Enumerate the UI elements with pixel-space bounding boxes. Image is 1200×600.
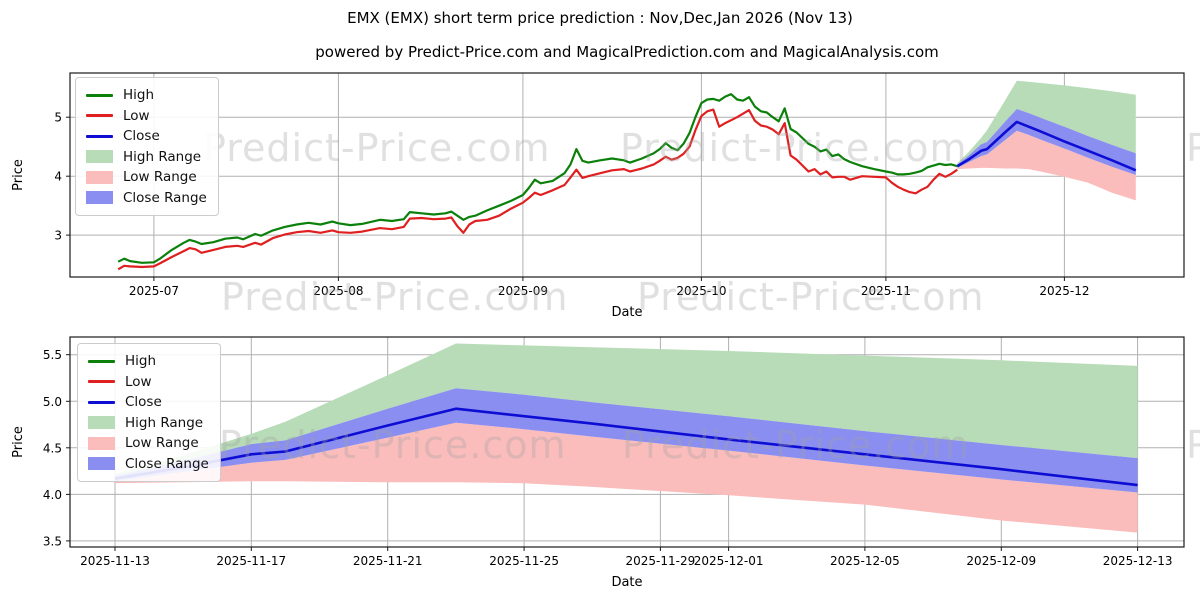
x-tick-label: 2025-09 <box>498 284 548 298</box>
legend-item-high: High <box>86 85 207 106</box>
y-tick-label: 3.5 <box>43 534 62 548</box>
y-tick-label: 3 <box>54 229 62 243</box>
legend-item-low-range: Low Range <box>88 433 209 454</box>
x-tick-label: 2025-08 <box>313 284 363 298</box>
legend-label: High <box>125 353 157 370</box>
low-range-band <box>115 422 1138 533</box>
x-axis-label: Date <box>611 305 642 320</box>
low-line <box>117 108 958 271</box>
legend-patch-swatch <box>88 416 115 430</box>
legend-label: Close <box>123 128 160 145</box>
x-tick-label: 2025-11-29 <box>626 554 696 568</box>
y-tick-label: 4.5 <box>43 441 62 455</box>
close-range-band <box>957 109 1136 175</box>
y-tick-label: 5 <box>54 111 62 125</box>
close-range-band <box>115 388 1138 493</box>
legend-patch-swatch <box>88 457 115 471</box>
y-tick-label: 4.0 <box>43 488 62 502</box>
legend-line-swatch <box>86 114 113 118</box>
chart-subtitle: powered by Predict-Price.com and Magical… <box>315 43 939 61</box>
close-line <box>956 120 1137 172</box>
x-tick-label: 2025-11 <box>861 284 911 298</box>
legend-item-close-range: Close Range <box>88 454 209 475</box>
legend-label: High <box>123 87 155 104</box>
x-tick-label: 2025-12 <box>1039 284 1089 298</box>
x-tick-label: 2025-11-21 <box>353 554 423 568</box>
legend-item-low: Low <box>88 372 209 393</box>
y-tick-label: 5.0 <box>43 395 62 409</box>
close-line <box>114 407 1138 487</box>
legend-label: Low Range <box>123 169 197 186</box>
x-tick-label: 2025-11-25 <box>489 554 559 568</box>
legend-item-close: Close <box>88 392 209 413</box>
page-title: EMX (EMX) short term price prediction : … <box>347 9 853 27</box>
legend-item-close-range: Close Range <box>86 188 207 209</box>
y-tick-label: 4 <box>54 170 62 184</box>
legend-label: Low Range <box>125 435 199 452</box>
x-tick-label: 2025-12-01 <box>694 554 764 568</box>
legend-patch-swatch <box>86 191 113 205</box>
high-range-band <box>115 343 1138 476</box>
y-tick-label: 5.5 <box>43 348 62 362</box>
legend-bottom: High Low Close High Range Low Range Close Ran… <box>77 343 221 482</box>
y-axis-label: Price <box>11 426 26 458</box>
price-history-chart: 2025-07 2025-08 2025-09 2025-10 2025-11 2025-… <box>11 72 1185 320</box>
legend-item-high-range: High Range <box>88 413 209 434</box>
price-forecast-chart: 2025-11-13 2025-11-17 2025-11-21 2025-11-25… <box>11 336 1185 590</box>
x-tick-label: 2025-07 <box>129 284 179 298</box>
x-tick-label: 2025-12-13 <box>1103 554 1173 568</box>
legend-patch-swatch <box>86 150 113 164</box>
high-line <box>117 93 958 264</box>
legend-line-swatch <box>88 359 115 363</box>
legend-label: Close <box>125 394 162 411</box>
legend-item-low-range: Low Range <box>86 167 207 188</box>
legend-line-swatch <box>88 380 115 384</box>
y-axis-label: Price <box>11 159 26 191</box>
plot-border <box>69 72 1185 278</box>
high-range-band <box>957 80 1136 165</box>
legend-item-low: Low <box>86 106 207 127</box>
legend-line-swatch <box>88 400 115 404</box>
low-range-band <box>957 130 1136 201</box>
legend-patch-swatch <box>86 170 113 184</box>
legend-top: High Low Close High Range Low Range Close Ran… <box>75 77 219 216</box>
x-tick-label: 2025-11-17 <box>216 554 286 568</box>
x-tick-label: 2025-12-05 <box>830 554 900 568</box>
legend-label: Close Range <box>123 189 207 206</box>
legend-item-high-range: High Range <box>86 147 207 168</box>
legend-line-swatch <box>86 93 113 97</box>
legend-label: Low <box>123 107 150 124</box>
legend-label: Close Range <box>125 455 209 472</box>
x-tick-label: 2025-10 <box>676 284 726 298</box>
plot-border <box>69 336 1185 548</box>
x-tick-label: 2025-11-13 <box>80 554 150 568</box>
legend-item-high: High <box>88 351 209 372</box>
legend-label: High Range <box>123 148 202 165</box>
legend-item-close: Close <box>86 126 207 147</box>
x-tick-label: 2025-12-09 <box>966 554 1036 568</box>
x-axis-label: Date <box>611 575 642 590</box>
legend-line-swatch <box>86 134 113 138</box>
legend-label: Low <box>125 373 152 390</box>
legend-label: High Range <box>125 414 204 431</box>
legend-patch-swatch <box>88 436 115 450</box>
